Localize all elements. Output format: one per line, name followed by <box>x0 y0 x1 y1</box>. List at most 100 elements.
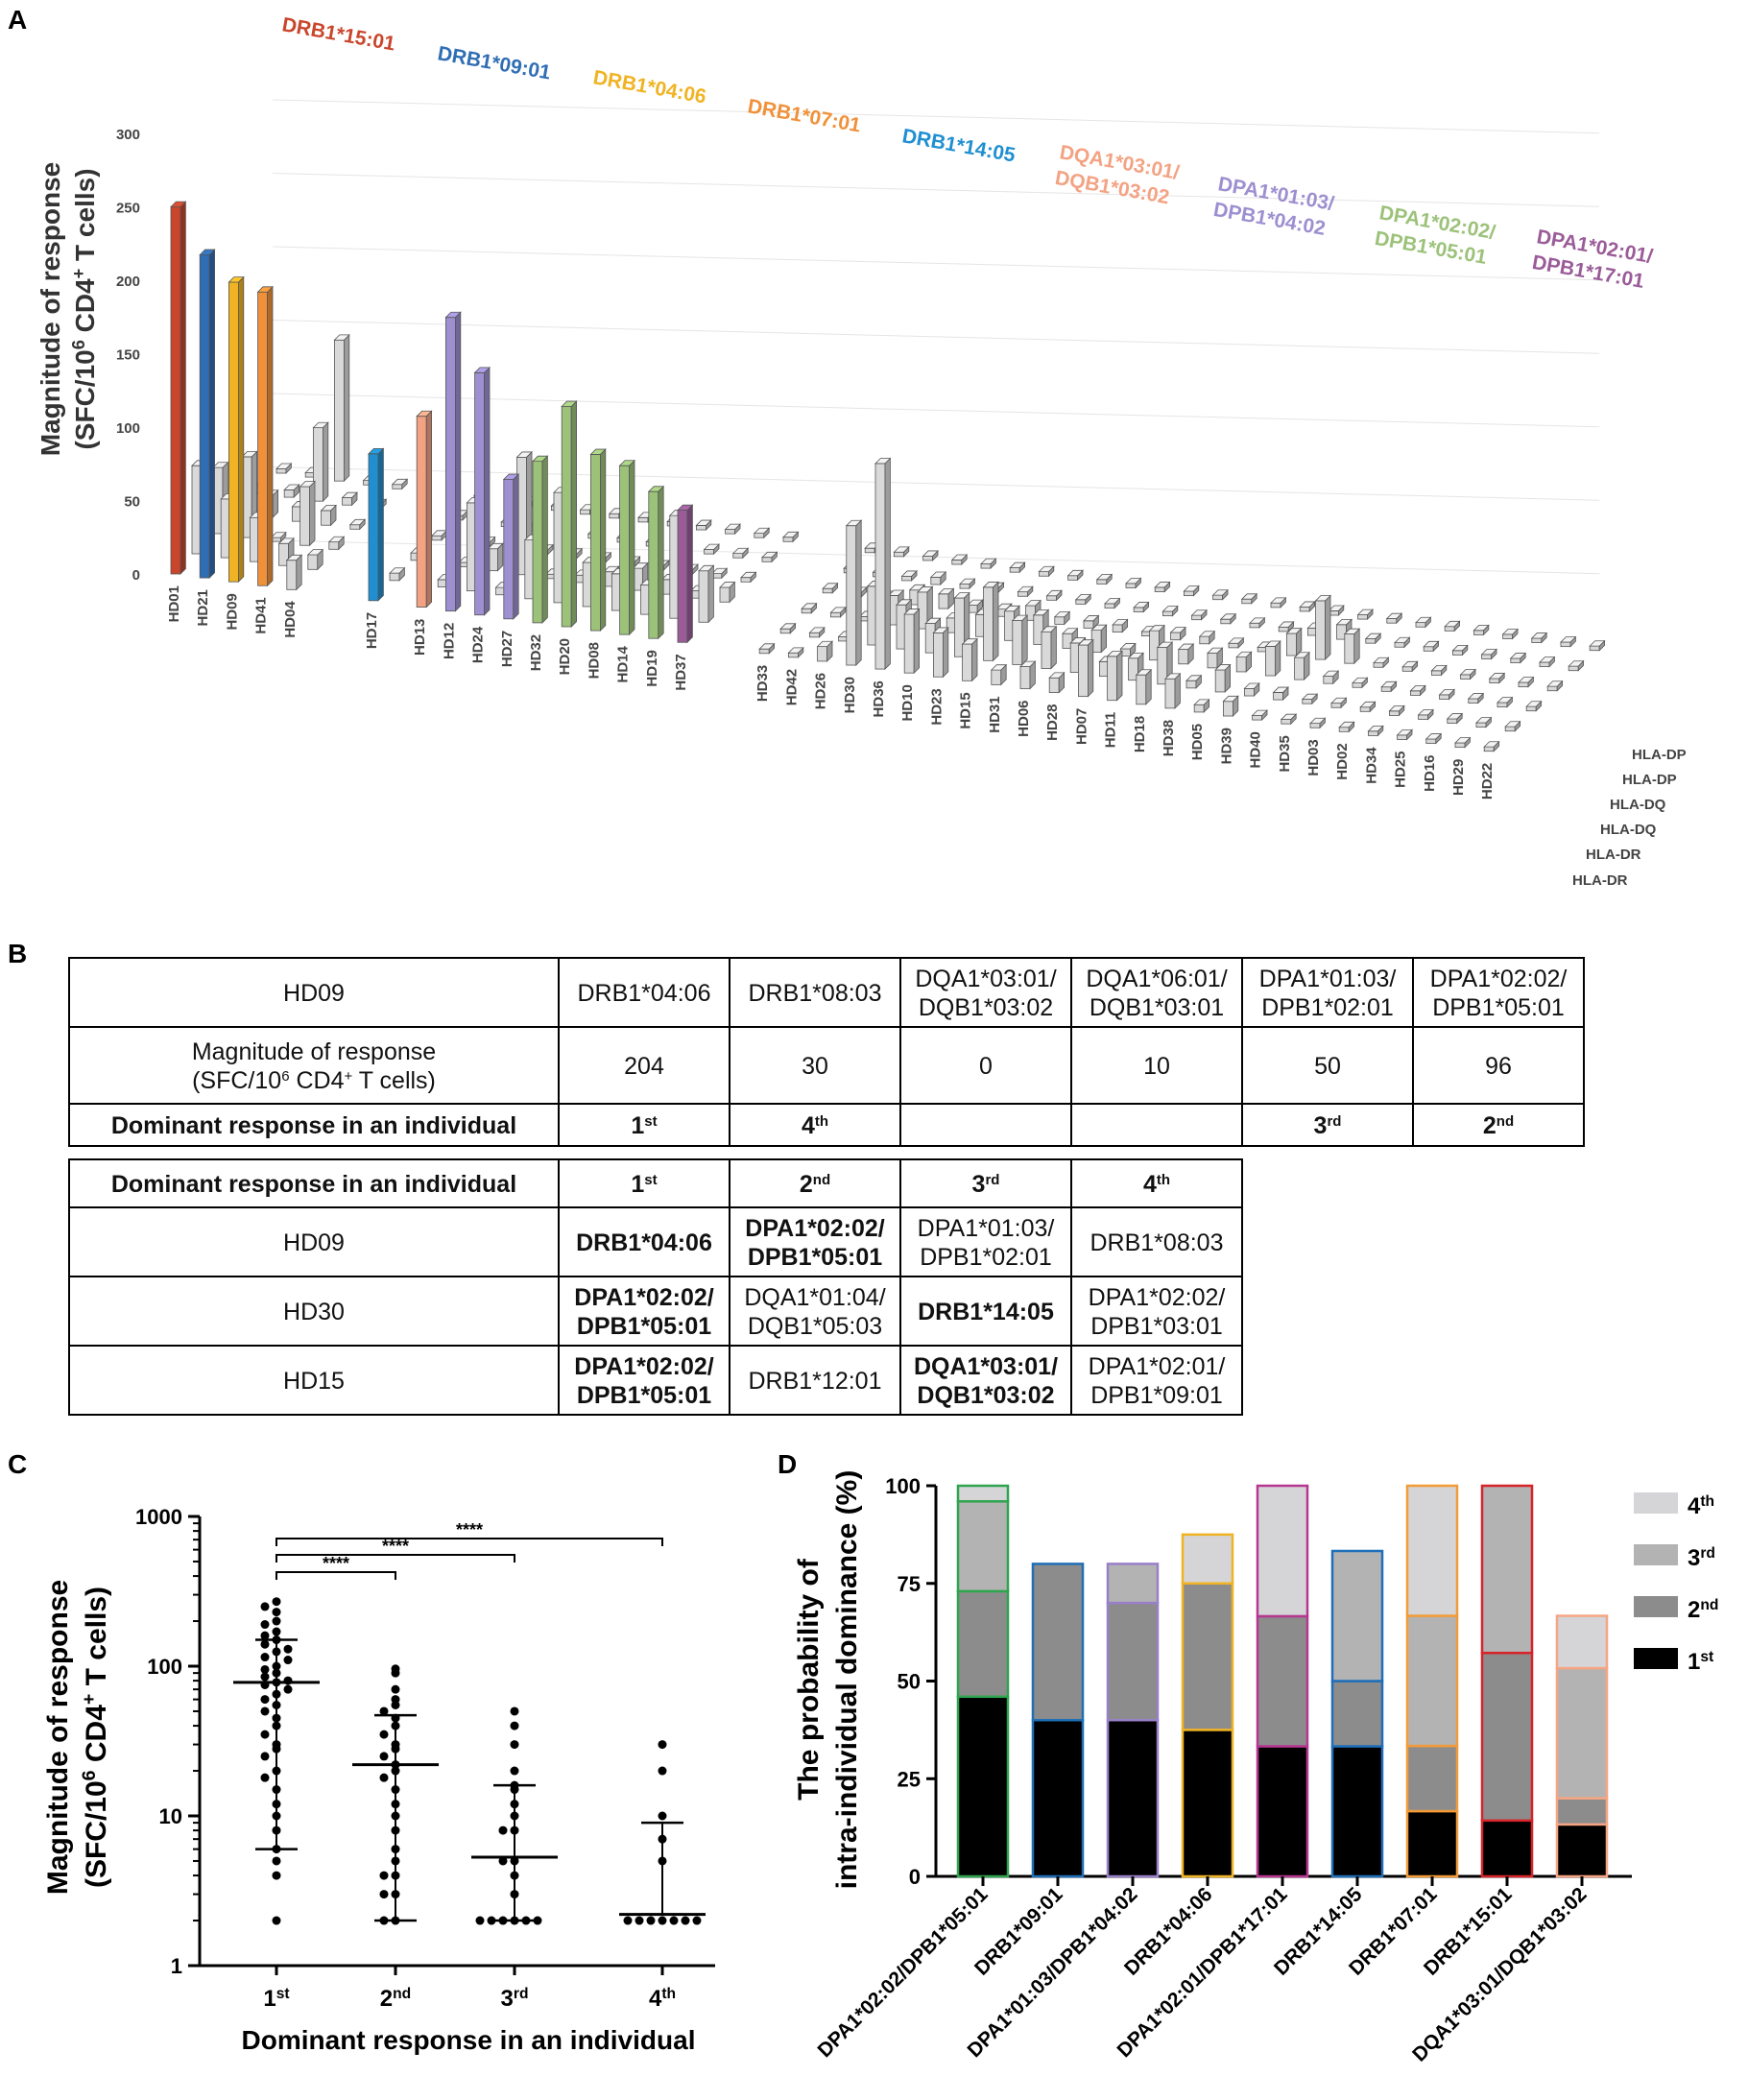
bar-top <box>982 582 999 588</box>
bar-3d <box>1048 671 1066 694</box>
donor-label: HD06 <box>1016 700 1032 736</box>
table-cell: DPA1*01:03/DPB1*02:01 <box>1241 957 1414 1028</box>
bar-front <box>1568 665 1579 672</box>
bar-top <box>277 537 295 544</box>
bar-top <box>1069 637 1087 644</box>
y-tick-label: 25 <box>898 1767 921 1791</box>
bar-front <box>1439 694 1449 700</box>
table-cell: DPA1*02:02/DPB1*05:01 <box>558 1276 730 1347</box>
bar-top <box>1235 651 1253 658</box>
bar-3d <box>502 473 520 620</box>
bar-top <box>1190 609 1208 616</box>
bar-front <box>342 497 353 506</box>
bar-top <box>1409 685 1426 692</box>
data-point <box>260 1653 270 1662</box>
bar-front <box>930 576 942 585</box>
bar-front <box>199 254 210 579</box>
bar-front <box>170 206 181 575</box>
bar-top <box>1356 609 1374 615</box>
allele-legend-item: DPA1*02:01/DPB1*17:01 <box>1530 226 1654 293</box>
donor-label: HD33 <box>754 665 771 702</box>
x-tick-label: DPA1*02:02/DPB1*05:01 <box>814 1883 993 2062</box>
bar-3d <box>1409 684 1426 697</box>
stacked-bar <box>1405 1484 1459 1878</box>
cell-text: 204 <box>624 1053 664 1080</box>
cell-text: DPA1*02:02/ <box>745 1215 885 1242</box>
cell-text: DPB1*05:01 <box>748 1244 882 1271</box>
bar-3d <box>1164 672 1182 709</box>
significance-bracket: **** <box>275 1520 663 1546</box>
table-cell: 2nd <box>729 1158 901 1208</box>
bar-top <box>320 505 337 512</box>
table-cell: DRB1*14:05 <box>899 1276 1072 1347</box>
y-tick-label: 50 <box>124 494 140 511</box>
bar-top <box>1272 686 1289 693</box>
cell-text: DPA1*02:02/ <box>1430 966 1568 992</box>
bar-side <box>513 473 519 620</box>
bar-front <box>1425 738 1437 744</box>
bar-3d <box>1364 632 1382 645</box>
stacked-bar <box>1256 1484 1309 1878</box>
cell-text: DRB1*12:01 <box>749 1368 882 1395</box>
cell-border <box>68 1276 560 1347</box>
allele-legend-item: DPA1*01:03/DPB1*04:02 <box>1211 173 1335 240</box>
cell-border <box>558 1276 730 1347</box>
bar-3d <box>1483 740 1500 752</box>
bar-3d <box>618 459 635 636</box>
bar-top <box>1530 632 1548 639</box>
bar-top <box>1480 649 1497 656</box>
allele-legend-item: DRB1*09:01 <box>436 42 553 84</box>
bar-front <box>1299 606 1310 612</box>
bar-front <box>704 549 714 555</box>
hla-response-table: HD09 DRB1*04:06 DRB1*08:03 DQA1*03:01/DQB1*… <box>68 957 1585 1147</box>
bar-3d <box>1356 609 1374 621</box>
allele-legend-item: DRB1*15:01 <box>280 13 397 55</box>
data-point <box>260 1752 270 1761</box>
table-cell: Magnitude of response(SFC/106 CD4+ T cel… <box>68 1026 560 1105</box>
significance-bracket: **** <box>275 1554 396 1580</box>
donor-label: HD31 <box>987 696 1003 732</box>
bar-front <box>392 484 403 489</box>
cell-text: DPB1*02:01 <box>1261 994 1394 1021</box>
bar-3d <box>327 536 346 551</box>
bar-top <box>1546 680 1564 687</box>
bar-top <box>1077 639 1094 646</box>
bar-top <box>1525 701 1543 707</box>
bar-3d <box>1264 640 1281 677</box>
data-point <box>272 1597 281 1607</box>
bar-side <box>600 448 607 632</box>
bar-front <box>959 584 970 589</box>
bar-3d <box>1322 670 1340 685</box>
cell-border <box>558 1026 730 1105</box>
cell-border <box>1241 957 1414 1028</box>
cell-border <box>1070 1206 1243 1277</box>
bar-front <box>1589 645 1600 652</box>
bar-top <box>1177 643 1195 650</box>
cell-border <box>1070 1158 1243 1208</box>
bar-3d <box>1301 693 1319 705</box>
bar-front <box>1178 649 1189 665</box>
table-cell: 4th <box>729 1103 901 1147</box>
cell-border <box>68 1345 560 1416</box>
bar-3d <box>1235 651 1253 673</box>
bar-top <box>1314 595 1331 602</box>
cell-text: DQB1*03:02 <box>919 994 1053 1021</box>
bar-front <box>1468 698 1479 704</box>
bar-3d <box>589 448 607 632</box>
bar-3d <box>677 504 694 644</box>
data-point <box>658 1811 667 1821</box>
legend-label: 4th <box>1688 1493 1714 1520</box>
donor-labels: HD01 HD21 HD09 HD41 HD04 HD17 HD13 HD12 HD24 HD27… <box>166 585 1496 799</box>
bar-front <box>758 648 770 655</box>
bar-front <box>1241 598 1253 605</box>
bar-top <box>1219 613 1237 620</box>
row-label: HLA-DR <box>1572 872 1628 889</box>
donor-label: HD14 <box>615 645 632 682</box>
bar-3d <box>753 527 771 539</box>
bar-front <box>822 587 833 594</box>
bar-3d <box>719 581 736 604</box>
stacked-bar <box>1181 1533 1234 1878</box>
cell-border <box>899 1103 1072 1147</box>
bar-3d <box>1299 600 1316 612</box>
bar-3d <box>929 570 947 585</box>
